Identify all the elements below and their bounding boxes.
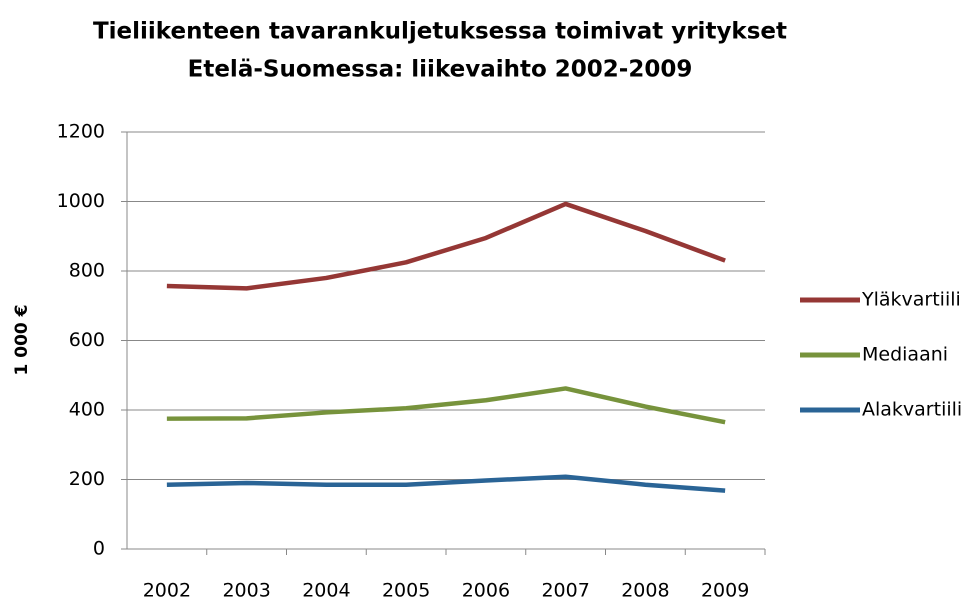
x-tick-label: 2005 — [382, 580, 430, 602]
y-tick-label: 0 — [93, 538, 105, 560]
x-tick-label: 2009 — [701, 580, 749, 602]
series-line — [166, 386, 726, 425]
y-tick-label: 200 — [69, 468, 105, 490]
legend-label: Alakvartiili — [862, 399, 962, 421]
y-tick-label: 1200 — [57, 121, 105, 143]
y-axis-label: 1 000 € — [12, 305, 32, 376]
y-tick-label: 1000 — [57, 190, 105, 212]
y-tick-label: 600 — [69, 329, 105, 351]
chart-title: Etelä-Suomessa: liikevaihto 2002-2009 — [188, 57, 693, 83]
x-tick-label: 2006 — [462, 580, 510, 602]
legend-label: Yläkvartiili — [861, 289, 961, 311]
chart-title: Tieliikenteen tavarankuljetuksessa toimi… — [93, 19, 787, 45]
x-tick-label: 2002 — [143, 580, 191, 602]
series-line — [166, 474, 726, 493]
y-tick-label: 800 — [69, 260, 105, 282]
y-tick-label: 400 — [69, 399, 105, 421]
x-tick-label: 2004 — [302, 580, 350, 602]
x-tick-label: 2003 — [222, 580, 270, 602]
legend-label: Mediaani — [862, 344, 948, 366]
x-tick-label: 2007 — [541, 580, 589, 602]
x-tick-label: 2008 — [621, 580, 669, 602]
series-line — [166, 201, 726, 291]
